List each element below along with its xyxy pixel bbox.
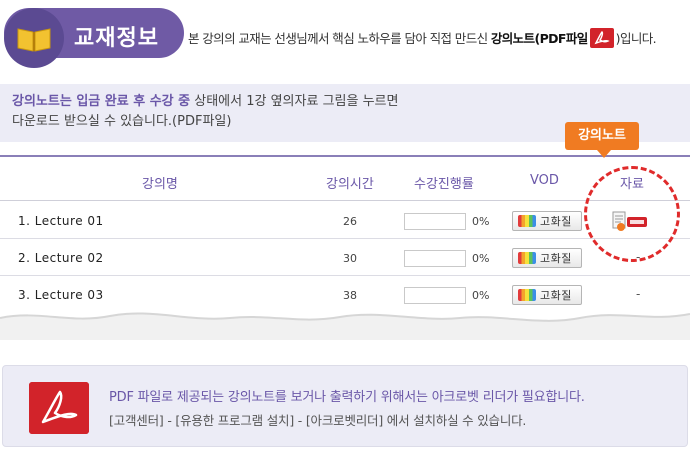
header-lecture-time: 강의시간 <box>326 177 374 192</box>
lecture-time: 26 <box>343 215 357 228</box>
table-row: 2. Lecture 02 30 0% 고화질 - <box>0 240 690 276</box>
header-lecture-name: 강의명 <box>142 177 178 192</box>
header-description: 본 강의의 교재는 선생님께서 핵심 노하우를 담아 직접 만드신 강의노트(P… <box>188 27 657 50</box>
lecture-time: 30 <box>343 252 357 265</box>
header-desc-after: )입니다. <box>615 31 657 46</box>
book-icon-circle <box>4 8 64 68</box>
header-desc-bold: 강의노트(PDF파일 <box>490 31 588 46</box>
progress-percent: 0% <box>472 252 490 265</box>
material-empty: - <box>636 287 641 301</box>
vod-label: 고화질 <box>540 289 572 302</box>
page-title: 교재정보 <box>74 26 159 51</box>
progress-bar <box>404 213 466 230</box>
highlight-circle <box>584 166 680 262</box>
info-line-1: PDF 파일로 제공되는 강의노트를 보거나 출력하기 위해서는 아크로벳 리더… <box>109 390 585 405</box>
book-icon <box>17 28 51 52</box>
lecture-name: 3. Lecture 03 <box>18 288 104 302</box>
info-line-2: [고객센터] - [유용한 프로그램 설치] - [아크로벳리더] 에서 설치하… <box>109 413 527 428</box>
lecture-time: 38 <box>343 289 357 302</box>
header: 교재정보 본 강의의 교재는 선생님께서 핵심 노하우를 담아 직접 만드신 강… <box>0 0 690 72</box>
notice-line-1-rest: 상태에서 1강 옆의자료 그림을 누르면 <box>190 94 399 109</box>
vod-label: 고화질 <box>540 252 572 265</box>
table-header: 강의명 강의시간 수강진행률 VOD 자료 <box>0 155 690 201</box>
header-desc-before: 본 강의의 교재는 선생님께서 핵심 노하우를 담아 직접 만드신 <box>188 31 491 46</box>
notice-box: 강의노트는 입금 완료 후 수강 중 상태에서 1강 옆의자료 그림을 누르면 … <box>0 84 690 142</box>
header-vod: VOD <box>530 173 559 188</box>
progress-bar <box>404 250 466 267</box>
video-icon <box>518 252 536 264</box>
lecture-table: 강의명 강의시간 수강진행률 VOD 자료 1. Lecture 01 26 0… <box>0 155 690 325</box>
callout-tail <box>597 150 611 158</box>
progress-bar <box>404 287 466 304</box>
progress-percent: 0% <box>472 215 490 228</box>
lecture-name: 2. Lecture 02 <box>18 251 104 265</box>
title-badge: 교재정보 <box>4 8 184 68</box>
torn-paper-edge <box>0 312 690 340</box>
vod-hd-button[interactable]: 고화질 <box>512 211 582 231</box>
video-icon <box>518 289 536 301</box>
pdf-icon <box>589 27 614 48</box>
header-progress: 수강진행률 <box>414 177 474 192</box>
pdf-icon <box>29 382 89 434</box>
vod-hd-button[interactable]: 고화질 <box>512 248 582 268</box>
lecture-note-callout: 강의노트 <box>565 122 639 150</box>
vod-hd-button[interactable]: 고화질 <box>512 285 582 305</box>
video-icon <box>518 215 536 227</box>
acrobat-info-box: PDF 파일로 제공되는 강의노트를 보거나 출력하기 위해서는 아크로벳 리더… <box>2 365 688 447</box>
lecture-name: 1. Lecture 01 <box>18 214 104 228</box>
vod-label: 고화질 <box>540 215 572 228</box>
notice-line-1: 강의노트는 입금 완료 후 수강 중 상태에서 1강 옆의자료 그림을 누르면 <box>12 92 678 112</box>
table-row: 3. Lecture 03 38 0% 고화질 - <box>0 277 690 313</box>
progress-percent: 0% <box>472 289 490 302</box>
notice-highlight: 강의노트는 입금 완료 후 수강 중 <box>12 94 191 109</box>
notice-line-2: 다운로드 받으실 수 있습니다.(PDF파일) <box>12 114 232 129</box>
